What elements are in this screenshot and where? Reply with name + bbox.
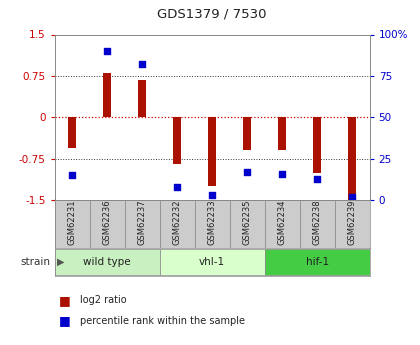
Bar (125, 200, 160, 248)
Text: ▶: ▶ (57, 257, 64, 267)
Bar (265, 249, 370, 275)
Text: wild type: wild type (83, 257, 131, 267)
Bar (194, 200, 230, 248)
Point (139, 61, 145, 67)
Bar (103, 73, 111, 117)
Bar (278, 117, 286, 150)
Text: GSM62238: GSM62238 (312, 199, 322, 245)
Point (279, 171, 286, 176)
Point (349, 194, 355, 199)
Text: percentile rank within the sample: percentile rank within the sample (80, 316, 245, 326)
Bar (243, 117, 252, 150)
Point (209, 193, 215, 198)
Text: GSM62232: GSM62232 (173, 199, 181, 245)
Bar (265, 200, 299, 248)
Point (69, 172, 76, 178)
Bar (335, 200, 370, 248)
Bar (138, 80, 147, 117)
Text: GSM62234: GSM62234 (278, 199, 286, 245)
Point (104, 48, 110, 54)
Bar (89, 200, 125, 248)
Bar (348, 117, 357, 200)
Text: hif-1: hif-1 (305, 257, 329, 267)
Text: log2 ratio: log2 ratio (80, 295, 126, 305)
Bar (208, 117, 216, 186)
Bar (55, 200, 89, 248)
Bar (68, 117, 76, 148)
Text: strain: strain (21, 257, 50, 267)
Text: GDS1379 / 7530: GDS1379 / 7530 (158, 8, 267, 21)
Text: GSM62237: GSM62237 (138, 199, 147, 245)
Text: ■: ■ (59, 294, 71, 307)
Text: GSM62236: GSM62236 (102, 199, 112, 245)
Text: GSM62239: GSM62239 (348, 199, 357, 245)
Text: GSM62235: GSM62235 (243, 199, 252, 245)
Bar (160, 200, 194, 248)
Text: GSM62231: GSM62231 (68, 199, 76, 245)
Text: ■: ■ (59, 314, 71, 327)
Bar (230, 200, 265, 248)
Text: GSM62233: GSM62233 (207, 199, 217, 245)
Point (314, 176, 320, 181)
Point (244, 169, 250, 175)
Bar (160, 249, 265, 275)
Text: vhl-1: vhl-1 (199, 257, 225, 267)
Bar (173, 117, 181, 164)
Bar (313, 117, 321, 172)
Point (174, 184, 181, 190)
Bar (55, 249, 160, 275)
Bar (299, 200, 335, 248)
